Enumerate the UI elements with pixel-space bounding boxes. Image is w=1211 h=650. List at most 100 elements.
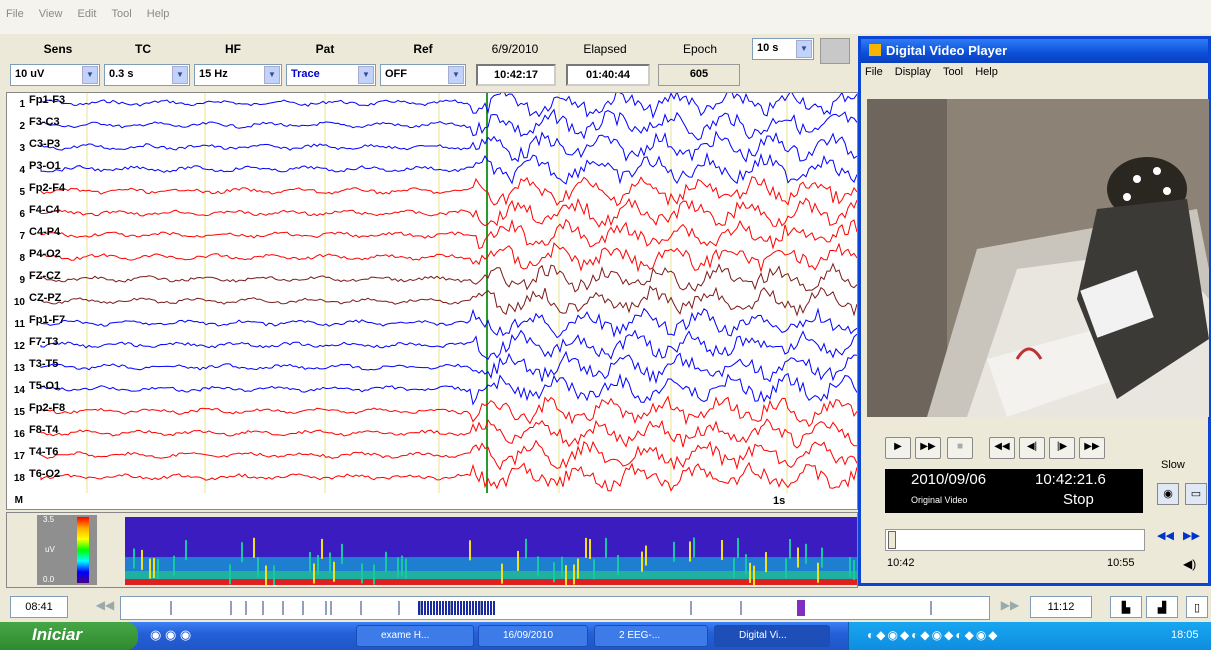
hf-select[interactable]: 15 Hz ▼	[194, 64, 282, 86]
step-forward-icon[interactable]: |▶	[1049, 437, 1075, 459]
channel-label[interactable]: FZ-CZ	[29, 270, 61, 282]
zoom-in-icon[interactable]: ▙	[1110, 596, 1142, 618]
note-icon[interactable]: ▯	[1186, 596, 1208, 618]
spectrogram-cell	[153, 557, 155, 578]
spectrogram-band-low	[125, 571, 857, 579]
ref-select[interactable]: OFF ▼	[380, 64, 466, 86]
menu-help[interactable]: Help	[146, 8, 170, 20]
pat-select[interactable]: Trace ▼	[286, 64, 376, 86]
tray-clock: 18:05	[1171, 629, 1199, 641]
video-player-title-bar[interactable]: Digital Video Player	[861, 39, 1208, 63]
spectrogram-cell	[317, 554, 319, 575]
spectrogram-cell	[229, 564, 231, 585]
channel-label[interactable]: C4-P4	[29, 226, 61, 238]
toolbar-icon-button[interactable]	[820, 38, 850, 64]
timeline-cursor[interactable]	[797, 600, 805, 616]
forward-icon[interactable]: ▶▶	[1000, 598, 1020, 612]
video-frame[interactable]	[867, 99, 1209, 417]
chevron-down-icon[interactable]: ▼	[448, 66, 464, 84]
snapshot-icon[interactable]: ▭	[1185, 483, 1207, 505]
channel-label[interactable]: Fp1-F3	[29, 94, 66, 106]
channel-number: 15	[13, 407, 25, 418]
vp-menu-help[interactable]: Help	[975, 66, 998, 78]
channel-label[interactable]: P4-O2	[29, 248, 61, 260]
step-back-icon[interactable]: ◀|	[1019, 437, 1045, 459]
menu-file[interactable]: File	[6, 8, 24, 20]
chevron-down-icon[interactable]: ▼	[82, 66, 98, 84]
task-date[interactable]: 16/09/2010	[478, 625, 588, 647]
vp-menu-file[interactable]: File	[865, 66, 883, 78]
pat-label: Pat	[315, 42, 335, 56]
zoom-out-icon[interactable]: ▟	[1146, 596, 1178, 618]
channel-label[interactable]: F4-C4	[29, 204, 60, 216]
channel-label[interactable]: Fp2-F4	[29, 182, 66, 194]
channel-number: 17	[13, 451, 25, 462]
eeg-trace-f4-c4	[40, 197, 857, 228]
eeg-trace-panel[interactable]: Fp1-F3 1 F3-C3 2 C3-P3 3 P3-O1 4 Fp2-F4 5 F4-C4 6 C4…	[6, 92, 858, 510]
channel-label[interactable]: T6-O2	[29, 468, 61, 480]
channel-label[interactable]: CZ-PZ	[29, 292, 62, 304]
speed-label: Slow	[1161, 459, 1185, 471]
spectrogram-cell	[789, 539, 791, 560]
channel-label[interactable]: Fp1-F7	[29, 314, 66, 326]
task-video[interactable]: Digital Vi...	[714, 625, 830, 647]
seek-thumb[interactable]	[888, 531, 896, 549]
spectrogram-max: 3.5	[43, 515, 55, 524]
volume-icon[interactable]: ◀)	[1183, 557, 1197, 571]
next-clip-icon[interactable]: ▶▶	[1183, 530, 1200, 542]
page-length-select[interactable]: 10 s ▼	[752, 38, 814, 60]
menu-view[interactable]: View	[38, 8, 63, 20]
rewind-icon[interactable]: ◀◀	[989, 437, 1015, 459]
play-icon[interactable]: ▶	[885, 437, 911, 459]
rewind-icon[interactable]: ◀◀	[95, 598, 115, 612]
channel-number: 3	[19, 143, 25, 154]
spectrogram-cell	[157, 558, 159, 579]
stop-icon[interactable]: ■	[947, 437, 973, 459]
channel-label[interactable]: F7-T3	[29, 336, 59, 348]
tc-label: TC	[135, 42, 151, 56]
prev-clip-icon[interactable]: ◀◀	[1157, 530, 1174, 542]
tc-value: 0.3 s	[109, 68, 134, 80]
channel-label[interactable]: T5-O1	[29, 380, 61, 392]
fast-play-icon[interactable]: ▶▶	[915, 437, 941, 459]
spectrogram-cell	[329, 552, 331, 573]
spectrogram-cell	[265, 565, 267, 585]
tray-icons[interactable]: ◐◆◉◆◐◆◉◆◐◆◉◆	[867, 628, 1000, 642]
video-seek-slider[interactable]	[885, 529, 1145, 551]
slider-start: 10:42	[887, 557, 915, 569]
chevron-down-icon[interactable]: ▼	[172, 66, 188, 84]
spectrogram-cell	[737, 537, 739, 558]
chevron-down-icon[interactable]: ▼	[264, 66, 280, 84]
task-eeg[interactable]: 2 EEG-...	[594, 625, 708, 647]
menu-tool[interactable]: Tool	[111, 8, 132, 20]
spectrogram-cell	[501, 563, 503, 584]
tc-select[interactable]: 0.3 s ▼	[104, 64, 190, 86]
spectrogram-cell	[361, 563, 363, 584]
vp-menu-tool[interactable]: Tool	[942, 66, 964, 78]
channel-label[interactable]: T3-T5	[29, 358, 59, 370]
eeg-trace-c3-p3	[40, 130, 857, 163]
chevron-down-icon[interactable]: ▼	[796, 40, 812, 58]
sens-select[interactable]: 10 uV ▼	[10, 64, 100, 86]
chevron-down-icon[interactable]: ▼	[358, 66, 374, 84]
video-date: 2010/09/06	[911, 471, 987, 488]
channel-label[interactable]: F3-C3	[29, 116, 60, 128]
vp-menu-display[interactable]: Display	[894, 66, 931, 78]
channel-label[interactable]: Fp2-F8	[29, 402, 66, 414]
quicklaunch-icons[interactable]: ◉ ◉ ◉	[150, 627, 192, 642]
channel-label[interactable]: C3-P3	[29, 138, 61, 150]
spectrogram-cell	[573, 564, 575, 585]
hf-value: 15 Hz	[199, 68, 228, 80]
task-exame[interactable]: exame H...	[356, 625, 474, 647]
menu-edit[interactable]: Edit	[77, 8, 97, 20]
spectrogram-cell	[753, 565, 755, 585]
channel-label[interactable]: P3-O1	[29, 160, 61, 172]
channel-label[interactable]: F8-T4	[29, 424, 59, 436]
clock-time-field: 10:42:17	[476, 64, 556, 86]
camera-icon[interactable]: ◉	[1157, 483, 1179, 505]
channel-label[interactable]: T4-T6	[29, 446, 59, 458]
timeline-track[interactable]	[120, 596, 990, 620]
fast-forward-icon[interactable]: ▶▶	[1079, 437, 1105, 459]
spectrogram-panel[interactable]: 3.5 uV 0.0	[6, 512, 858, 588]
start-button[interactable]: Iniciar	[0, 622, 138, 650]
